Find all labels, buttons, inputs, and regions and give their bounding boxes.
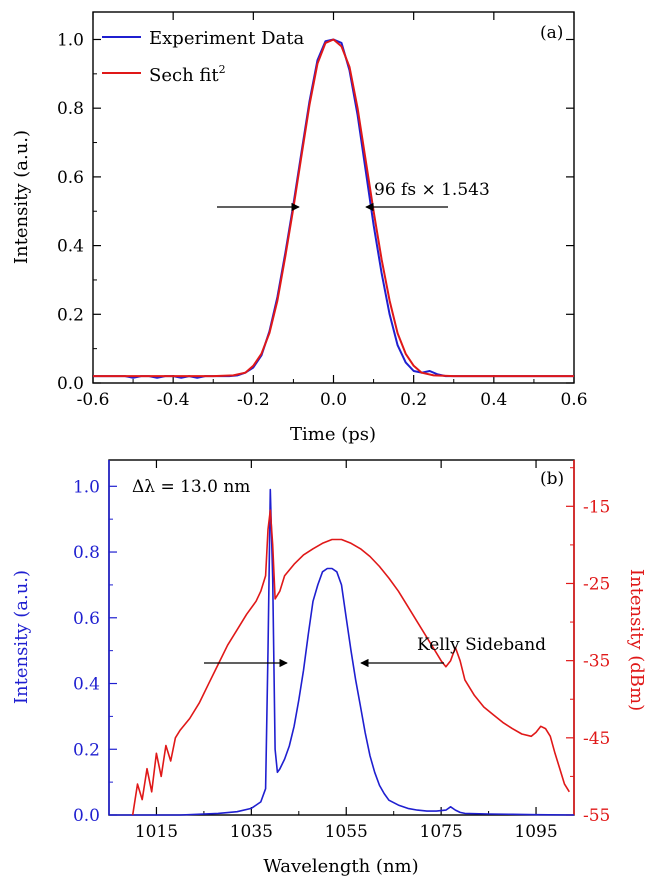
series-spectrum-dbm-line	[131, 509, 570, 816]
panel-a-y-axis: 0.0 0.2 0.4 0.6 0.8 1.0	[57, 30, 574, 394]
panel-b-right-y-axis-label: Intensity (dBm)	[626, 569, 647, 711]
legend-label-fit-superscript: 2	[219, 63, 226, 76]
panel-b-x-tick-label: 1055	[325, 822, 368, 842]
panel-b: 1015 1035 1055 1075 1095 0.00.20.40.60.81.0 …	[11, 459, 647, 877]
panel-b-left-y-axis-label: Intensity (a.u.)	[11, 570, 32, 704]
panel-b-left-y-tick-label: 0.8	[73, 543, 100, 563]
panel-b-right-y-tick-label: -45	[583, 729, 610, 749]
legend-label-fit-text: Sech fit	[149, 65, 219, 86]
panel-b-right-y-tick-label: -55	[583, 806, 610, 826]
panel-b-bandwidth-text: Δλ = 13.0 nm	[132, 477, 250, 497]
panel-b-right-y-tick-label: -15	[583, 497, 610, 517]
panel-a-fwhm-annotation: 96 fs × 1.543	[217, 180, 490, 212]
panel-a-label: (a)	[540, 23, 563, 43]
panel-a: -0.6 -0.4 -0.2 0.0 0.2 0.4 0.6 0.0 0.2 0.4 0.6 0.8…	[11, 11, 588, 445]
panel-b-left-y-tick-label: 0.6	[73, 609, 100, 629]
panel-b-right-y-tick-label: -35	[583, 652, 610, 672]
panel-a-x-tick-label: 0.4	[480, 390, 507, 410]
panel-a-x-tick-label: 0.6	[560, 390, 587, 410]
panel-a-x-tick-label: 0.2	[400, 390, 427, 410]
panel-b-left-y-axis: 0.0 0.2 0.4 0.6 0.8 1.0	[73, 460, 117, 826]
panel-b-left-y-tick-label: 0.4	[73, 675, 100, 695]
panel-b-right-y-axis: -55 -45 -35 -25 -15	[566, 460, 610, 826]
panel-b-left-y-tick-label: 1.0	[73, 477, 100, 497]
panel-a-y-tick-label: 0.8	[57, 99, 84, 119]
panel-a-y-tick-label: 0.2	[57, 305, 84, 325]
panel-a-x-tick-label: 0.0	[320, 390, 347, 410]
panel-a-legend: Experiment Data Sech fit2	[102, 28, 304, 86]
panel-b-left-y-tick-label: 0.0	[73, 806, 100, 826]
legend-label-fit: Sech fit2	[149, 63, 226, 86]
panel-b-left-y-tick-label: 0.2	[73, 740, 100, 760]
panel-b-x-tick-label: 1075	[420, 822, 463, 842]
panel-b-x-tick-label: 1095	[514, 822, 557, 842]
panel-a-x-axis-label: Time (ps)	[290, 424, 376, 445]
panel-b-x-axis: 1015 1035 1055 1075 1095	[135, 460, 558, 842]
panel-a-plot-area	[93, 38, 574, 379]
series-spectrum-linear-line	[109, 488, 575, 816]
panel-b-x-tick-label: 1035	[230, 822, 273, 842]
panel-b-kelly-sideband-text: Kelly Sideband	[417, 635, 546, 655]
panel-b-label: (b)	[540, 469, 564, 489]
panel-a-y-tick-label: 1.0	[57, 30, 84, 50]
series-experiment-data-line	[93, 38, 574, 379]
panel-a-pulse-width-text: 96 fs × 1.543	[374, 180, 490, 200]
panel-a-y-tick-label: 0.6	[57, 168, 84, 188]
panel-b-plot-area	[109, 488, 575, 816]
panel-a-x-tick-label: -0.4	[157, 390, 190, 410]
panel-a-x-tick-label: -0.6	[77, 390, 110, 410]
panel-a-x-axis: -0.6 -0.4 -0.2 0.0 0.2 0.4 0.6	[77, 12, 588, 410]
series-sech2-fit-line	[93, 38, 574, 378]
panel-a-x-tick-label: -0.2	[237, 390, 270, 410]
legend-label-experiment: Experiment Data	[149, 28, 304, 49]
panel-a-y-axis-label: Intensity (a.u.)	[11, 130, 32, 264]
panel-b-right-y-tick-label: -25	[583, 574, 610, 594]
panel-a-y-tick-label: 0.4	[57, 237, 84, 257]
panel-b-x-tick-label: 1015	[135, 822, 178, 842]
panel-b-x-axis-label: Wavelength (nm)	[263, 856, 418, 877]
panel-a-y-tick-label: 0.0	[57, 374, 84, 394]
